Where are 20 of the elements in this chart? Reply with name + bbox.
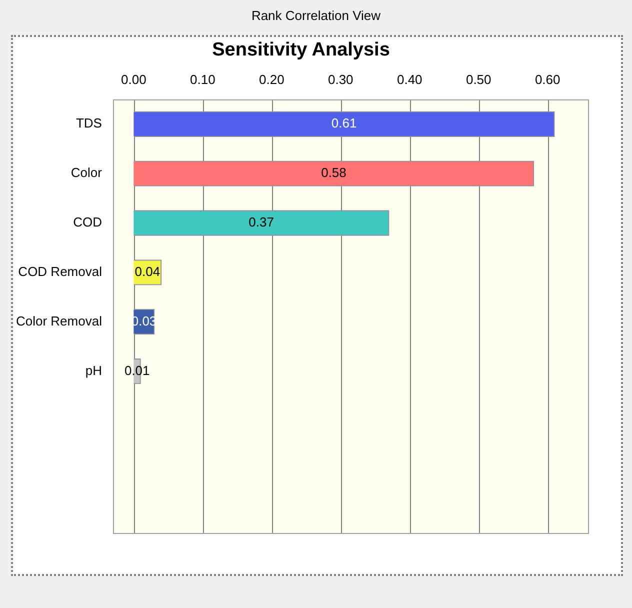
y-tick-label: pH [85,362,102,378]
y-tick-label: COD [73,214,102,230]
x-tick-label: 0.50 [466,72,492,88]
text: Rank Correlation View [250,8,382,23]
y-tick-label: Color Removal [16,313,102,328]
x-tick-label: 0.60 [534,72,560,88]
y-tick-label: Color [70,165,103,180]
x-tick-label: 0.20 [258,72,284,88]
y-tick-label: COD Removal [18,264,102,279]
x-tick-label: 0.30 [328,72,354,88]
y-tick-label: TDS [76,116,102,131]
x-tick-label: 0.40 [396,72,422,88]
data-label: 0.58 [321,165,346,180]
data-label: 0.04 [134,264,160,279]
data-label: 0.37 [248,214,274,230]
data-label: 0.01 [124,362,150,378]
data-label: 0.61 [331,116,357,131]
x-tick-label: 0.10 [190,72,216,88]
x-tick-label: 0.00 [121,72,146,88]
chart-title: Sensitivity Analysis [212,40,390,61]
